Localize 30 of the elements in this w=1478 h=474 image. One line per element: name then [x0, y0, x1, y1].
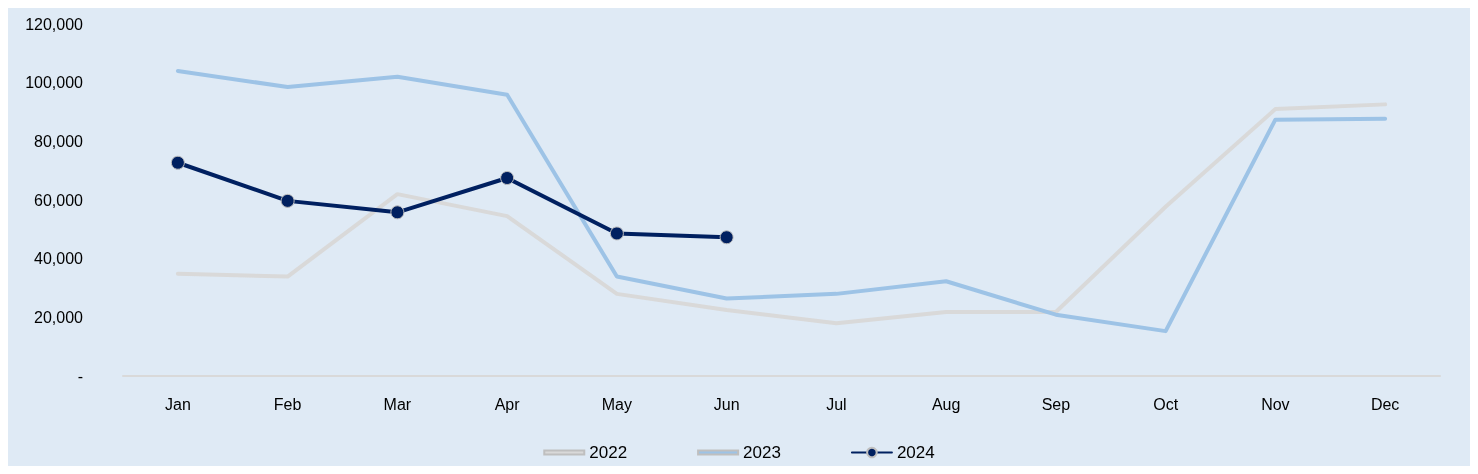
x-tick-label: Nov — [1261, 395, 1290, 413]
y-tick-label: 60,000 — [34, 191, 84, 209]
line-series — [175, 68, 1388, 334]
x-tick-label: Oct — [1153, 395, 1179, 413]
legend-label: 2024 — [896, 443, 935, 462]
y-tick-label: 20,000 — [34, 308, 84, 326]
point — [719, 230, 734, 245]
x-tick-label: Feb — [273, 395, 302, 413]
point — [170, 155, 185, 170]
legend-label: 2022 — [589, 443, 628, 462]
legend-label: 2023 — [743, 443, 781, 462]
x-tick-label: May — [601, 395, 632, 413]
x-tick-label: Sep — [1041, 395, 1071, 413]
point — [609, 226, 624, 241]
x-tick-label: Jul — [826, 395, 847, 413]
x-tick-label: Dec — [1370, 395, 1400, 413]
x-tick-label: Apr — [494, 395, 521, 413]
x-tick-label: Mar — [383, 395, 412, 413]
point — [390, 205, 405, 220]
y-tick-label: 120,000 — [25, 15, 84, 33]
y-tick-label: 40,000 — [34, 250, 84, 268]
y-tick-label: 100,000 — [25, 74, 84, 92]
line-series — [175, 102, 1388, 326]
y-tick-label: 80,000 — [34, 132, 84, 150]
point — [500, 171, 515, 185]
x-tick-label: Jun — [713, 395, 740, 413]
y-tick-label: - — [77, 367, 83, 385]
x-tick-label: Jan — [164, 395, 191, 413]
point — [280, 193, 295, 208]
x-tick-label: Aug — [931, 395, 961, 413]
